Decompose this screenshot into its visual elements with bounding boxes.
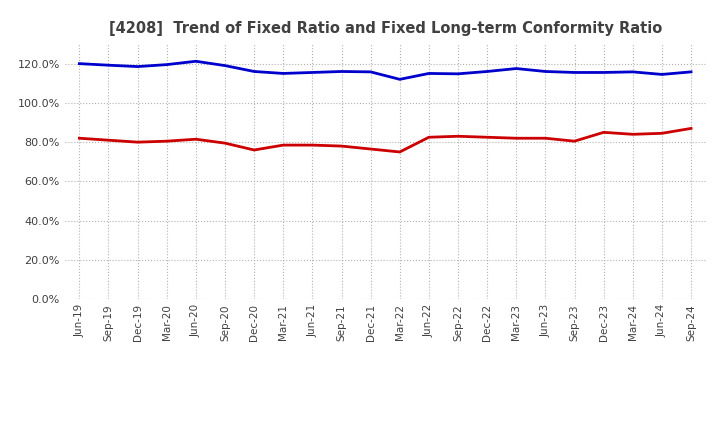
Fixed Ratio	[192, 59, 200, 64]
Fixed Long-term Conformity Ratio	[541, 136, 550, 141]
Fixed Long-term Conformity Ratio	[395, 149, 404, 154]
Fixed Ratio	[629, 69, 637, 74]
Fixed Long-term Conformity Ratio	[483, 135, 492, 140]
Line: Fixed Long-term Conformity Ratio: Fixed Long-term Conformity Ratio	[79, 128, 691, 152]
Fixed Ratio	[395, 77, 404, 82]
Fixed Long-term Conformity Ratio	[133, 139, 142, 145]
Fixed Long-term Conformity Ratio	[163, 139, 171, 144]
Fixed Ratio	[75, 61, 84, 66]
Fixed Ratio	[483, 69, 492, 74]
Fixed Long-term Conformity Ratio	[599, 130, 608, 135]
Fixed Ratio	[425, 71, 433, 76]
Fixed Ratio	[250, 69, 258, 74]
Line: Fixed Ratio: Fixed Ratio	[79, 61, 691, 79]
Fixed Ratio	[133, 64, 142, 69]
Fixed Long-term Conformity Ratio	[104, 138, 113, 143]
Fixed Ratio	[454, 71, 462, 77]
Fixed Ratio	[220, 63, 229, 68]
Fixed Long-term Conformity Ratio	[366, 147, 375, 152]
Fixed Ratio	[512, 66, 521, 71]
Fixed Long-term Conformity Ratio	[75, 136, 84, 141]
Fixed Ratio	[657, 72, 666, 77]
Fixed Ratio	[687, 69, 696, 74]
Fixed Long-term Conformity Ratio	[250, 147, 258, 153]
Fixed Long-term Conformity Ratio	[629, 132, 637, 137]
Legend: Fixed Ratio, Fixed Long-term Conformity Ratio: Fixed Ratio, Fixed Long-term Conformity …	[187, 438, 583, 440]
Fixed Long-term Conformity Ratio	[570, 139, 579, 144]
Fixed Long-term Conformity Ratio	[337, 143, 346, 149]
Fixed Ratio	[570, 70, 579, 75]
Fixed Ratio	[279, 71, 287, 76]
Fixed Ratio	[337, 69, 346, 74]
Fixed Long-term Conformity Ratio	[220, 140, 229, 146]
Fixed Ratio	[163, 62, 171, 67]
Fixed Long-term Conformity Ratio	[279, 143, 287, 148]
Fixed Ratio	[541, 69, 550, 74]
Fixed Ratio	[308, 70, 317, 75]
Fixed Long-term Conformity Ratio	[454, 134, 462, 139]
Fixed Long-term Conformity Ratio	[657, 131, 666, 136]
Fixed Ratio	[104, 62, 113, 68]
Fixed Long-term Conformity Ratio	[512, 136, 521, 141]
Fixed Long-term Conformity Ratio	[425, 135, 433, 140]
Fixed Long-term Conformity Ratio	[687, 126, 696, 131]
Fixed Long-term Conformity Ratio	[192, 136, 200, 142]
Title: [4208]  Trend of Fixed Ratio and Fixed Long-term Conformity Ratio: [4208] Trend of Fixed Ratio and Fixed Lo…	[109, 21, 662, 36]
Fixed Long-term Conformity Ratio	[308, 143, 317, 148]
Fixed Ratio	[366, 69, 375, 74]
Fixed Ratio	[599, 70, 608, 75]
